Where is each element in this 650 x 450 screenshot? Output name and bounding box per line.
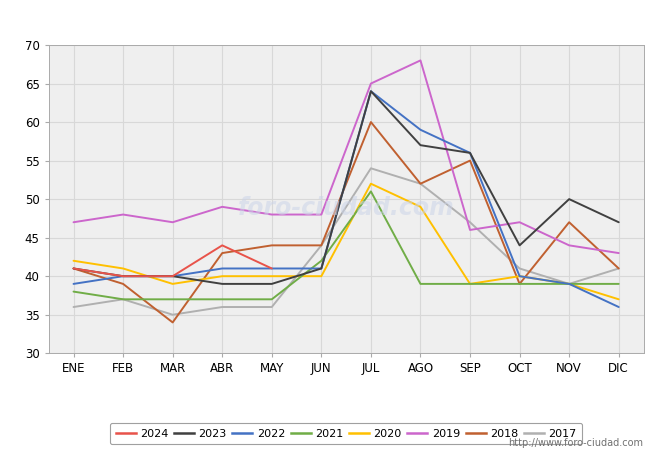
Text: foro-ciudad.com: foro-ciudad.com <box>238 196 454 220</box>
Legend: 2024, 2023, 2022, 2021, 2020, 2019, 2018, 2017: 2024, 2023, 2022, 2021, 2020, 2019, 2018… <box>111 423 582 444</box>
Text: http://www.foro-ciudad.com: http://www.foro-ciudad.com <box>508 438 644 448</box>
Text: Afiliados en Hoyocasero a 31/5/2024: Afiliados en Hoyocasero a 31/5/2024 <box>173 11 477 29</box>
